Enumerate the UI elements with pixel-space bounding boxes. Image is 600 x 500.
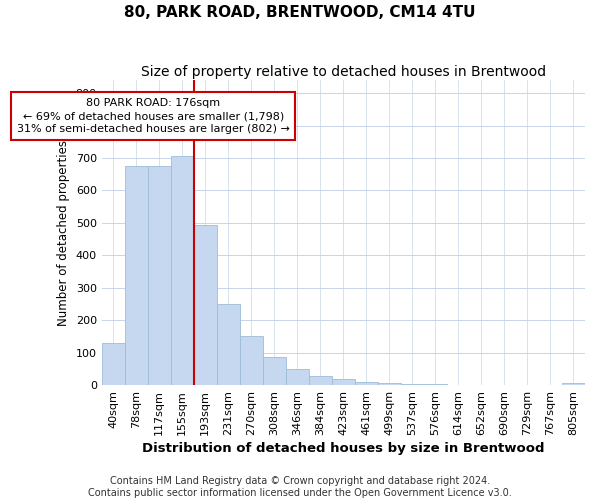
Bar (309, 376, 332, 385)
Bar (424, 384, 447, 385)
Bar (217, 304, 240, 385)
Y-axis label: Number of detached properties: Number of detached properties (57, 140, 70, 326)
Bar (263, 358, 286, 385)
Bar (101, 343, 125, 385)
Bar (170, 156, 194, 385)
Bar (401, 384, 424, 385)
Bar (562, 384, 585, 385)
Bar (240, 336, 263, 385)
Bar (286, 369, 309, 385)
Bar (148, 166, 170, 385)
Bar (378, 384, 401, 385)
X-axis label: Distribution of detached houses by size in Brentwood: Distribution of detached houses by size … (142, 442, 545, 455)
Bar (355, 382, 378, 385)
Text: Contains HM Land Registry data © Crown copyright and database right 2024.
Contai: Contains HM Land Registry data © Crown c… (88, 476, 512, 498)
Text: 80, PARK ROAD, BRENTWOOD, CM14 4TU: 80, PARK ROAD, BRENTWOOD, CM14 4TU (124, 5, 476, 20)
Bar (332, 379, 355, 385)
Text: 80 PARK ROAD: 176sqm
← 69% of detached houses are smaller (1,798)
31% of semi-de: 80 PARK ROAD: 176sqm ← 69% of detached h… (17, 98, 290, 134)
Bar (125, 166, 148, 385)
Title: Size of property relative to detached houses in Brentwood: Size of property relative to detached ho… (141, 65, 546, 79)
Bar (194, 224, 217, 385)
